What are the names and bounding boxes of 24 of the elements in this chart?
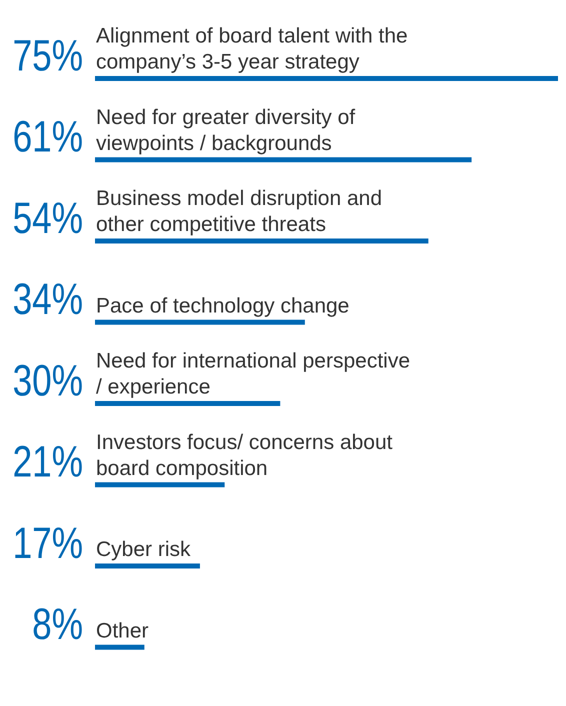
data-label: 34% [12, 276, 83, 324]
y-tick-label: Need for greater diversity of viewpoints / backgrounds [96, 106, 356, 155]
bar [95, 76, 558, 81]
bar [95, 644, 144, 650]
y-tick-label: Business model disruption and other competitive threats [96, 187, 382, 236]
data-label: 30% [12, 356, 83, 406]
y-tick-label: Other [96, 619, 149, 642]
y-tick-label: Investors focus/ concerns about board composition [96, 430, 393, 480]
bar [95, 157, 472, 162]
y-tick-label: Alignment of board talent with the company’s 3-5 year strategy [96, 24, 408, 74]
y-tick-label: Cyber risk [96, 538, 192, 562]
bar [95, 482, 225, 488]
bar [95, 238, 428, 244]
data-label: 8% [32, 600, 83, 650]
data-label: 17% [12, 519, 83, 568]
data-label: 75% [12, 32, 83, 80]
bar [95, 320, 305, 325]
data-label: 54% [12, 194, 83, 243]
bar [95, 564, 200, 568]
y-tick-label: Need for international perspective / experience [96, 350, 410, 399]
bar [95, 401, 280, 406]
data-label: 61% [12, 113, 83, 162]
data-label: 21% [12, 438, 83, 487]
y-tick-label: Pace of technology change [96, 294, 350, 318]
